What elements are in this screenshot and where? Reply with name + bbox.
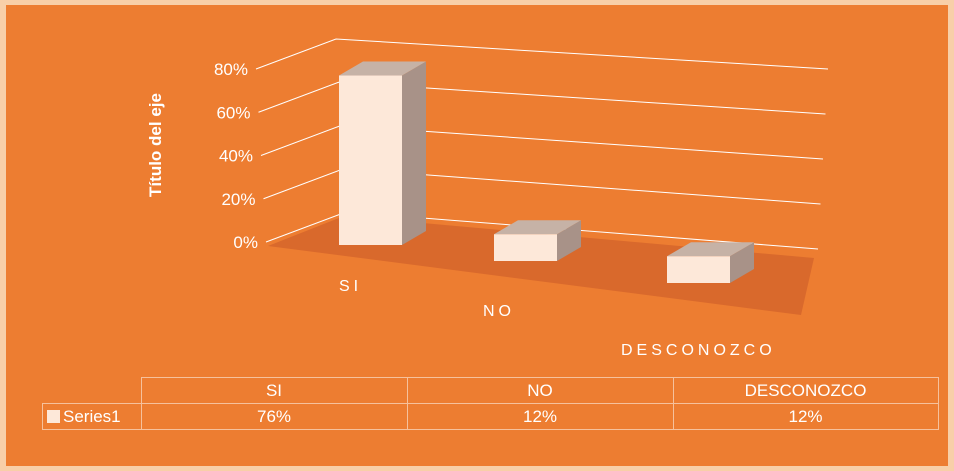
data-table-header-row: SI NO DESCONOZCO — [42, 377, 939, 404]
chart-svg: 0% 20% 40% 60% 80% Título del eje SI NO DESCON… — [146, 38, 829, 359]
bar-side — [402, 61, 426, 245]
bar-top — [667, 242, 754, 257]
category-label: SI — [339, 278, 362, 295]
data-table-row: Series1 76% 12% 12% — [42, 403, 939, 430]
data-table-header: NO — [406, 377, 674, 404]
gridline — [255, 38, 829, 70]
category-label: NO — [483, 303, 515, 320]
y-axis-title: Título del eje — [146, 93, 165, 197]
data-table-cell: 12% — [672, 403, 939, 430]
legend-key — [47, 409, 60, 423]
data-table-header: SI — [140, 377, 408, 404]
bar — [339, 75, 402, 246]
data-table-cell: 12% — [406, 403, 674, 430]
y-tick-label: 40% — [219, 147, 253, 166]
legend-entry: Series1 — [42, 403, 142, 430]
bars — [339, 61, 754, 283]
legend-label: Series1 — [63, 406, 121, 426]
data-table-header: DESCONOZCO — [672, 377, 939, 404]
y-tick-labels: 0% 20% 40% 60% 80% — [214, 60, 258, 252]
bar-side — [557, 220, 581, 261]
y-tick-label: 60% — [216, 103, 250, 122]
bar-top — [339, 61, 426, 76]
data-table-corner — [42, 377, 142, 404]
bar — [667, 256, 730, 283]
y-tick-label: 20% — [221, 190, 255, 209]
bar — [494, 234, 557, 261]
category-labels: SI NO DESCONOZCO — [339, 278, 776, 359]
category-label: DESCONOZCO — [621, 342, 776, 359]
data-table-cell: 76% — [140, 403, 408, 430]
chart-area: 0% 20% 40% 60% 80% Título del eje SI NO DESCON… — [6, 5, 948, 466]
y-tick-label: 0% — [233, 233, 258, 252]
bar-side — [730, 242, 754, 283]
gridline — [258, 81, 826, 115]
bar-top — [494, 220, 581, 235]
data-table: SI NO DESCONOZCO Series1 76% 12% 12% — [42, 377, 939, 430]
y-tick-label: 80% — [214, 60, 248, 79]
